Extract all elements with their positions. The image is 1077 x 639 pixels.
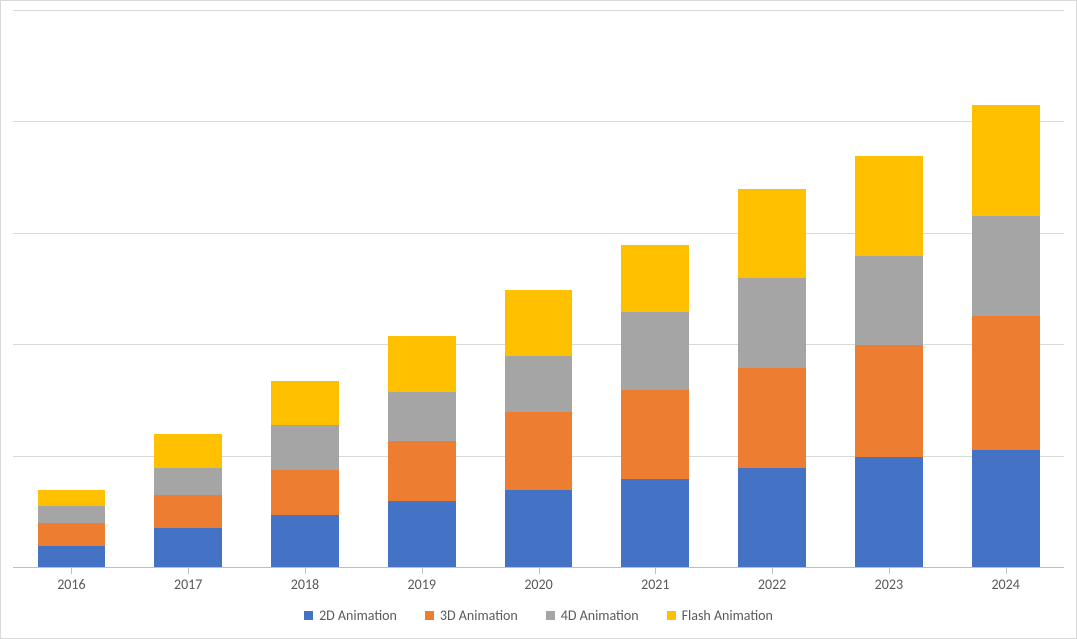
bar-segment (621, 390, 689, 479)
bar-segment (388, 336, 456, 392)
bar-segment (154, 495, 222, 528)
x-tick: 2020 (480, 568, 597, 598)
bar-stack (38, 490, 106, 568)
bar-segment (271, 470, 339, 515)
bar-segment (388, 441, 456, 501)
bar-stack (738, 189, 806, 568)
x-tick-label: 2019 (363, 576, 480, 593)
x-tick-label: 2021 (597, 576, 714, 593)
bar-segment (271, 425, 339, 470)
x-tick-mark (71, 568, 72, 574)
bar-segment (388, 501, 456, 568)
category (13, 11, 130, 568)
legend-label: Flash Animation (682, 607, 773, 624)
category (597, 11, 714, 568)
category (130, 11, 247, 568)
x-tick-label: 2020 (480, 576, 597, 593)
x-tick-label: 2024 (947, 576, 1064, 593)
bar-segment (621, 312, 689, 390)
bar-stack (505, 290, 573, 568)
bar-segment (738, 189, 806, 278)
legend: 2D Animation 3D Animation 4D Animation Flas… (13, 598, 1064, 632)
bar-segment (855, 345, 923, 456)
category (247, 11, 364, 568)
legend-swatch (425, 611, 434, 620)
bar-segment (855, 457, 923, 568)
category (363, 11, 480, 568)
legend-label: 4D Animation (561, 607, 639, 624)
legend-swatch (667, 611, 676, 620)
bar-segment (972, 216, 1040, 316)
x-tick: 2024 (947, 568, 1064, 598)
x-tick-mark (889, 568, 890, 574)
bar-segment (855, 256, 923, 345)
x-tick: 2016 (13, 568, 130, 598)
legend-item: 4D Animation (546, 607, 639, 624)
bar-segment (38, 506, 106, 524)
bar-segment (38, 523, 106, 545)
bar-segment (855, 156, 923, 256)
x-tick-mark (655, 568, 656, 574)
x-tick: 2019 (363, 568, 480, 598)
bars-container (13, 11, 1064, 568)
bar-segment (38, 546, 106, 568)
x-tick-label: 2016 (13, 576, 130, 593)
bar-segment (505, 290, 573, 357)
bar-stack (388, 336, 456, 568)
bar-stack (271, 381, 339, 568)
legend-label: 3D Animation (440, 607, 518, 624)
bar-segment (738, 368, 806, 468)
bar-stack (855, 156, 923, 568)
bar-segment (738, 278, 806, 367)
legend-label: 2D Animation (319, 607, 397, 624)
bar-segment (505, 356, 573, 412)
x-tick-mark (188, 568, 189, 574)
bar-stack (154, 434, 222, 568)
x-tick-mark (305, 568, 306, 574)
bar-segment (38, 490, 106, 506)
bar-segment (972, 450, 1040, 568)
bar-segment (271, 515, 339, 568)
x-tick-mark (772, 568, 773, 574)
bar-segment (972, 316, 1040, 450)
plot-area (13, 11, 1064, 568)
legend-swatch (546, 611, 555, 620)
category (947, 11, 1064, 568)
category (480, 11, 597, 568)
bar-segment (738, 468, 806, 568)
x-tick-mark (422, 568, 423, 574)
legend-swatch (304, 611, 313, 620)
x-tick-label: 2018 (247, 576, 364, 593)
bar-stack (972, 105, 1040, 568)
x-tick: 2022 (714, 568, 831, 598)
x-tick-mark (1006, 568, 1007, 574)
bar-stack (621, 245, 689, 568)
bar-segment (621, 245, 689, 312)
x-tick: 2018 (247, 568, 364, 598)
x-tick: 2023 (830, 568, 947, 598)
plot-wrap (13, 11, 1064, 568)
category (830, 11, 947, 568)
bar-segment (972, 105, 1040, 216)
legend-item: 3D Animation (425, 607, 518, 624)
x-tick: 2021 (597, 568, 714, 598)
bar-segment (505, 412, 573, 490)
legend-item: Flash Animation (667, 607, 773, 624)
category (714, 11, 831, 568)
x-tick-label: 2022 (714, 576, 831, 593)
x-axis: 201620172018201920202021202220232024 (13, 568, 1064, 598)
x-tick-label: 2023 (830, 576, 947, 593)
x-tick-label: 2017 (130, 576, 247, 593)
bar-segment (505, 490, 573, 568)
x-tick: 2017 (130, 568, 247, 598)
bar-segment (154, 528, 222, 568)
bar-segment (154, 468, 222, 495)
chart-frame: 201620172018201920202021202220232024 2D … (0, 0, 1077, 639)
bar-segment (154, 434, 222, 467)
bar-segment (621, 479, 689, 568)
legend-item: 2D Animation (304, 607, 397, 624)
bar-segment (388, 392, 456, 441)
bar-segment (271, 381, 339, 426)
x-tick-mark (539, 568, 540, 574)
